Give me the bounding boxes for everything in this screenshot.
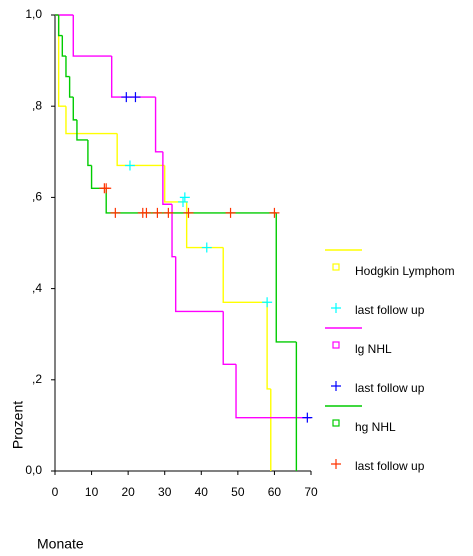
x-tick-label: 10	[85, 485, 99, 499]
survival-step	[222, 311, 237, 365]
legend-square	[332, 263, 340, 271]
survival-step	[72, 97, 77, 121]
x-tick-label: 60	[268, 485, 282, 499]
x-axis-label: Monate	[37, 536, 84, 552]
legend-label: last follow up	[355, 303, 425, 317]
legend-square	[332, 341, 340, 349]
y-tick-label: ,2	[32, 372, 42, 386]
censor-marker	[152, 207, 163, 218]
survival-step	[174, 256, 224, 313]
survival-step	[57, 15, 63, 37]
censor-marker	[179, 192, 190, 203]
survival-step	[185, 201, 224, 249]
censor-marker	[130, 92, 141, 103]
censor-marker	[201, 242, 212, 253]
censor-marker	[110, 207, 121, 218]
survival-step	[154, 97, 163, 153]
survival-step	[164, 165, 187, 203]
y-tick-label: 1,0	[25, 7, 42, 21]
censor-marker	[124, 160, 135, 171]
survival-step	[266, 302, 271, 390]
y-tick-label: 0,0	[25, 463, 42, 477]
censor-marker	[178, 196, 188, 207]
survival-step	[235, 364, 311, 419]
censor-marker	[183, 207, 194, 218]
legend-marker	[331, 303, 341, 313]
x-tick-label: 30	[158, 485, 172, 499]
legend-label: Hodgkin Lymphom	[355, 264, 455, 278]
censor-marker	[101, 183, 112, 194]
censor-marker	[121, 92, 132, 103]
survival-step	[57, 15, 66, 107]
survival-step	[65, 56, 70, 78]
censor-marker	[262, 297, 273, 308]
censor-marker	[269, 207, 280, 218]
survival-step	[162, 151, 173, 205]
censor-marker	[302, 412, 313, 423]
survival-step	[110, 56, 156, 98]
censor-marker	[163, 207, 174, 218]
y-tick-label: ,6	[32, 190, 42, 204]
survival-step	[68, 76, 74, 98]
survival-step	[116, 133, 165, 167]
censor-marker	[225, 207, 236, 218]
legend-label: hg NHL	[355, 420, 396, 434]
survival-step	[275, 212, 297, 343]
x-tick-label: 70	[304, 485, 318, 499]
survival-step	[65, 106, 118, 135]
x-tick-label: 0	[52, 485, 59, 499]
legend-marker	[331, 381, 341, 391]
legend-label: lg NHL	[355, 342, 392, 356]
survival-step	[171, 204, 176, 258]
legend-label: last follow up	[355, 381, 425, 395]
y-tick-label: ,4	[32, 281, 42, 295]
legend-label: last follow up	[355, 459, 425, 473]
survival-step	[72, 15, 112, 57]
survival-step	[61, 35, 66, 57]
survival-step	[222, 247, 268, 303]
censor-marker	[141, 207, 152, 218]
y-tick-label: ,8	[32, 98, 42, 112]
survival-step	[76, 119, 88, 141]
survival-step	[87, 139, 92, 167]
survival-step	[105, 188, 277, 214]
legend-square	[332, 419, 340, 427]
x-tick-label: 40	[195, 485, 209, 499]
x-tick-label: 50	[231, 485, 245, 499]
x-tick-label: 20	[121, 485, 135, 499]
y-axis-label: Prozent	[10, 401, 26, 449]
legend-marker	[331, 459, 341, 469]
